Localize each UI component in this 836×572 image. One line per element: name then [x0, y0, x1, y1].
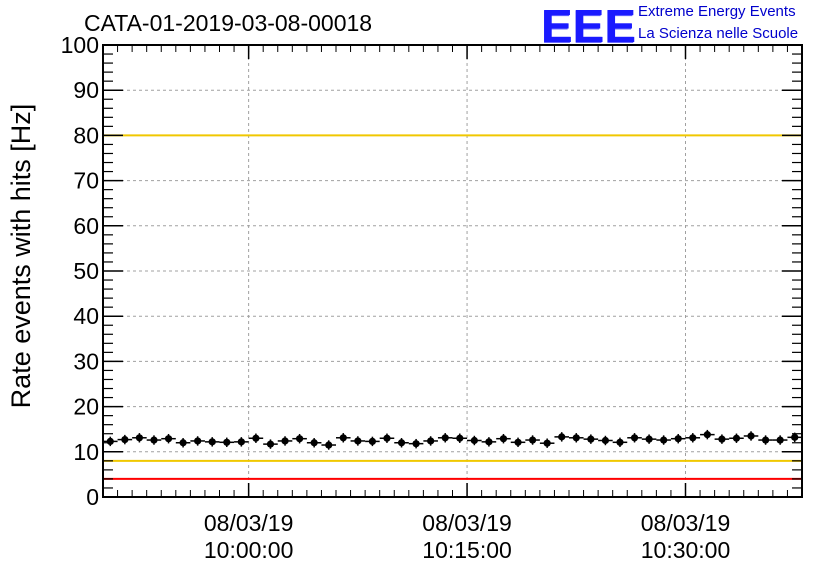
data-point	[645, 435, 653, 443]
data-point	[514, 438, 522, 446]
data-point	[252, 434, 260, 442]
eee-logo: EEE Extreme Energy Events La Scienza nel…	[541, 0, 831, 52]
data-point	[587, 435, 595, 443]
data-point	[383, 434, 391, 442]
data-point	[310, 439, 318, 447]
data-point	[208, 438, 216, 446]
data-points	[103, 429, 802, 450]
x-tick-label-time: 10:00:00	[204, 537, 294, 563]
data-point	[135, 434, 144, 442]
data-point	[164, 435, 173, 443]
x-tick-label-time: 10:30:00	[641, 537, 731, 563]
logo-line-2: La Scienza nelle Scuole	[638, 25, 799, 42]
y-tick-label: 80	[73, 122, 99, 148]
axis-ticks	[102, 44, 803, 498]
data-point	[630, 434, 639, 442]
data-point	[121, 435, 129, 444]
run-title: CATA-01-2019-03-08-00018	[84, 10, 373, 36]
logo-line-1: Extreme Energy Events	[638, 3, 796, 20]
y-tick-label: 30	[73, 348, 99, 374]
data-point	[266, 440, 275, 448]
data-point	[470, 436, 478, 445]
grid-lines	[103, 45, 802, 497]
data-point	[616, 438, 624, 446]
data-point	[179, 439, 187, 447]
data-point	[485, 438, 493, 446]
data-point	[747, 432, 755, 440]
data-point	[776, 436, 784, 444]
reference-lines	[103, 44, 802, 480]
y-tick-label: 10	[73, 439, 99, 465]
data-point	[499, 435, 508, 443]
data-point	[572, 434, 580, 442]
y-tick-label: 50	[73, 258, 99, 284]
y-tick-label: 40	[73, 303, 99, 329]
data-point	[281, 437, 289, 445]
data-point	[456, 434, 464, 442]
y-tick-label: 90	[73, 77, 99, 103]
data-point	[325, 441, 333, 449]
x-tick-label-date: 08/03/19	[204, 510, 294, 536]
y-axis-label: Rate events with hits [Hz]	[6, 104, 36, 409]
data-point	[223, 438, 231, 446]
data-point	[689, 434, 697, 442]
data-point	[558, 433, 566, 441]
data-point	[106, 437, 114, 446]
data-point	[761, 436, 770, 444]
data-point	[703, 431, 711, 439]
y-tick-label: 100	[61, 32, 99, 58]
data-point	[368, 437, 377, 446]
data-point	[397, 439, 406, 447]
y-tick-label: 20	[73, 394, 99, 420]
x-tick-label-date: 08/03/19	[641, 510, 731, 536]
data-point	[339, 434, 347, 442]
data-point	[528, 436, 537, 444]
data-point	[295, 435, 304, 443]
data-point	[718, 435, 726, 443]
data-point	[791, 433, 799, 441]
data-point	[732, 434, 741, 442]
data-point	[427, 437, 435, 445]
data-point	[601, 436, 610, 445]
data-point	[194, 437, 202, 445]
x-tick-label-date: 08/03/19	[422, 510, 512, 536]
data-point	[150, 436, 158, 444]
y-tick-label: 0	[86, 484, 99, 510]
eee-logo-mark: EEE	[541, 0, 637, 52]
axis-labels: 010203040506070809010008/03/1910:00:0008…	[6, 32, 730, 563]
data-point	[237, 438, 245, 446]
data-point	[441, 434, 449, 442]
data-point	[674, 435, 682, 443]
data-point	[354, 437, 362, 445]
y-tick-label: 60	[73, 213, 99, 239]
x-tick-label-time: 10:15:00	[422, 537, 512, 563]
y-tick-label: 70	[73, 168, 99, 194]
data-point	[543, 439, 551, 447]
data-point	[412, 440, 420, 448]
data-point	[660, 436, 668, 444]
